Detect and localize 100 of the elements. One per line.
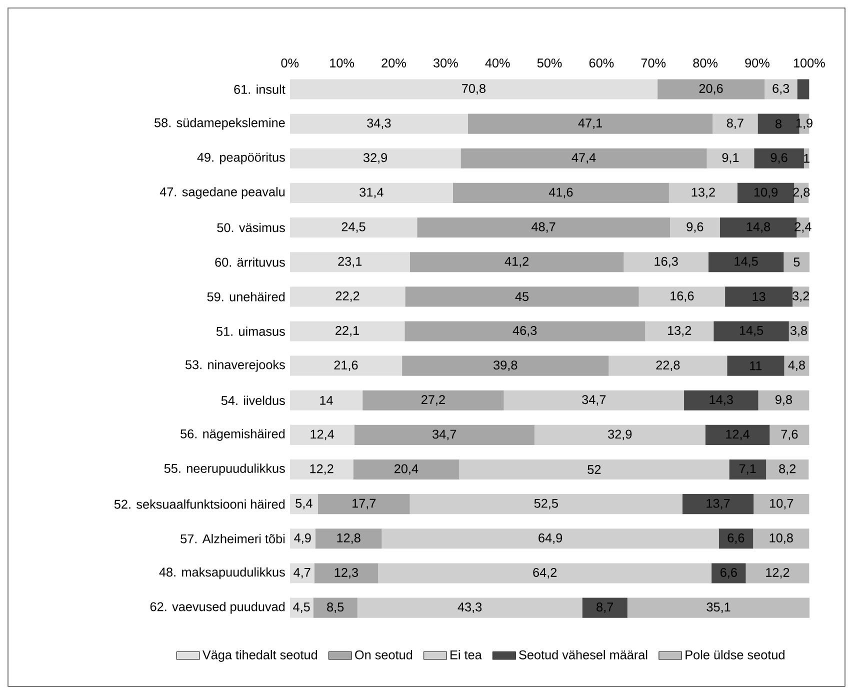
- data-label: 8,2: [779, 464, 796, 475]
- bar: [290, 459, 354, 480]
- x-tick-label: 100%: [794, 58, 825, 68]
- data-label: 4,5: [293, 602, 310, 613]
- data-label: 34,7: [432, 430, 456, 440]
- data-label: 13,2: [692, 188, 715, 198]
- bar: [682, 494, 754, 514]
- bar: [460, 148, 707, 168]
- bar: [318, 494, 410, 514]
- bar: [746, 563, 810, 584]
- data-label: 7,1: [739, 464, 756, 474]
- data-label: 11: [750, 361, 762, 370]
- data-label: 17,7: [352, 498, 376, 510]
- data-label: 32,9: [608, 430, 632, 440]
- y-tick-label: 59. unehäired: [207, 292, 285, 302]
- data-label: 20,4: [394, 464, 418, 475]
- bar: [658, 79, 765, 100]
- bar: [410, 494, 682, 514]
- data-label: 23,1: [338, 256, 362, 268]
- data-label: 47,4: [572, 153, 596, 164]
- bar: [290, 114, 468, 134]
- data-label: 45: [515, 292, 529, 301]
- x-tick-label: 0%: [281, 58, 299, 68]
- bar: [624, 252, 708, 272]
- data-label: 27,2: [422, 394, 445, 406]
- data-label: 70,8: [462, 84, 486, 94]
- bar: [670, 217, 720, 238]
- bar: [534, 424, 706, 445]
- bar: [290, 356, 402, 376]
- x-tick-label: 40%: [485, 58, 510, 68]
- bar: [706, 148, 754, 168]
- data-label: 41,6: [548, 188, 573, 198]
- y-tick-label: 54. iiveldus: [221, 396, 285, 405]
- data-label: 14,8: [746, 222, 770, 233]
- bar: [718, 528, 754, 548]
- y-tick-label: 51. uimasus: [216, 326, 285, 336]
- data-label: 3,2: [792, 291, 810, 302]
- data-label: 14,3: [710, 394, 733, 406]
- legend-label: Ei tea: [450, 650, 482, 660]
- data-label: 24,5: [342, 222, 366, 233]
- bar: [645, 321, 714, 342]
- bar: [753, 528, 810, 548]
- data-label: 52: [588, 464, 601, 474]
- bar: [290, 79, 658, 100]
- data-label: 34,3: [367, 118, 391, 129]
- x-tick-label: 70%: [641, 58, 666, 68]
- bar: [362, 390, 504, 410]
- bar: [764, 79, 798, 100]
- data-label: 9,6: [770, 152, 788, 164]
- y-tick-label: 55. neerupuudulikkus: [164, 463, 285, 476]
- data-label: 13,2: [668, 326, 692, 336]
- data-label: 10,7: [770, 498, 794, 510]
- data-label: 48,7: [532, 222, 556, 233]
- data-label: 13,7: [706, 498, 730, 510]
- data-label: 5: [794, 257, 800, 266]
- bar: [290, 528, 316, 548]
- data-label: 10,8: [770, 533, 793, 544]
- data-label: 4,7: [294, 568, 310, 578]
- legend-label: Väga tihedalt seotud: [202, 650, 318, 662]
- legend-label: On seotud: [355, 650, 412, 660]
- data-label: 1: [804, 154, 810, 163]
- data-label: 8,7: [596, 602, 614, 613]
- data-label: 5,4: [296, 498, 312, 510]
- bar: [504, 390, 684, 410]
- bar: [452, 182, 669, 203]
- y-tick-label: 57. Alzheimeri tõbi: [180, 534, 285, 544]
- bar: [712, 563, 746, 584]
- bar: [404, 321, 646, 342]
- data-label: 6,6: [720, 568, 737, 578]
- x-tick-label: 80%: [693, 58, 718, 68]
- data-label: 7,6: [781, 430, 798, 440]
- bar: [608, 356, 728, 376]
- x-tick-label: 30%: [433, 58, 458, 68]
- y-tick-label: 53. ninaverejooks: [185, 360, 285, 372]
- bar: [797, 79, 810, 100]
- data-label: 10,9: [754, 188, 778, 198]
- bar: [758, 390, 810, 410]
- x-tick-label: 60%: [589, 58, 614, 68]
- bar: [290, 424, 354, 445]
- data-label: 52,5: [534, 498, 558, 510]
- data-label: 4,8: [788, 360, 805, 371]
- data-label: 12,2: [766, 568, 790, 578]
- data-label: 8,5: [327, 602, 344, 613]
- data-label: 12,8: [337, 533, 360, 544]
- data-label: 12,4: [310, 430, 334, 440]
- bar: [784, 356, 810, 376]
- bar: [468, 114, 713, 134]
- bar: [290, 252, 410, 272]
- bar: [402, 356, 609, 376]
- x-tick-label: 50%: [537, 58, 562, 68]
- y-tick-label: 50. väsimus: [217, 222, 285, 232]
- bar: [290, 321, 405, 342]
- bar: [714, 321, 789, 342]
- bar: [354, 424, 534, 445]
- data-label: 64,2: [533, 568, 557, 578]
- data-label: 12,4: [726, 430, 750, 440]
- y-tick-label: 60. ärrituvus: [215, 257, 285, 267]
- y-tick-label: 62. vaevused puuduvad: [150, 602, 285, 614]
- bar: [290, 390, 363, 410]
- bar: [712, 114, 758, 134]
